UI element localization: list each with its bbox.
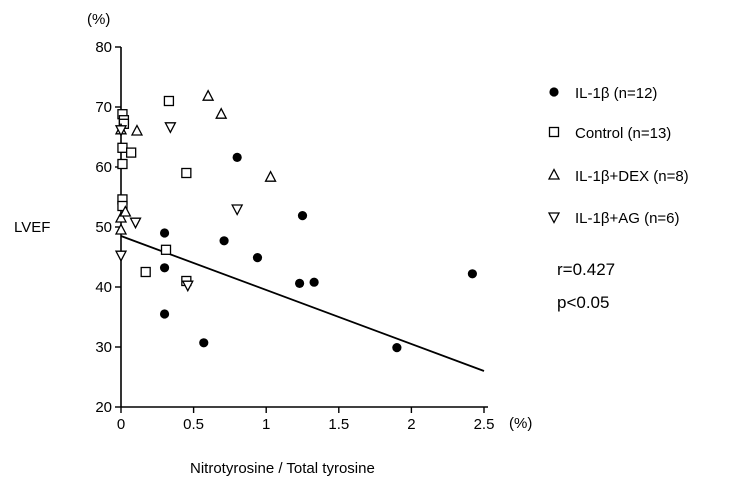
legend-label-il1b-ag: IL-1β+AG (n=6) bbox=[575, 210, 680, 227]
legend-marker-il1b-ag bbox=[547, 212, 561, 224]
control-point bbox=[117, 200, 128, 212]
il1b-point bbox=[294, 278, 305, 288]
x-axis-unit: (%) bbox=[509, 415, 532, 432]
x-tick-label: 1.5 bbox=[328, 416, 349, 433]
y-tick-label: 80 bbox=[95, 39, 112, 56]
legend-label-il1b: IL-1β (n=12) bbox=[575, 85, 657, 102]
il1b-ag-point bbox=[181, 280, 194, 293]
x-tick-label: 0 bbox=[117, 416, 125, 433]
il1b-ag-point bbox=[114, 250, 128, 263]
y-tick-label: 20 bbox=[95, 399, 112, 416]
data-points bbox=[114, 89, 477, 353]
il1b-point bbox=[467, 269, 477, 279]
il1b-dex-point bbox=[264, 170, 277, 182]
il1b-point bbox=[252, 253, 263, 263]
il1b-point bbox=[199, 338, 209, 348]
control-point bbox=[160, 244, 172, 255]
x-axis-title: Nitrotyrosine / Total tyrosine bbox=[190, 460, 375, 477]
legend-markers bbox=[547, 87, 561, 224]
il1b-point bbox=[232, 152, 242, 162]
y-axis-ticks: 20 30 40 50 60 70 80 bbox=[95, 39, 121, 416]
il1b-ag-point bbox=[164, 122, 177, 134]
control-point bbox=[163, 95, 175, 107]
il1b-point bbox=[309, 277, 319, 287]
il1b-dex-point bbox=[202, 89, 215, 101]
legend-label-control: Control (n=13) bbox=[575, 125, 671, 142]
legend-label-il1b-dex: IL-1β+DEX (n=8) bbox=[575, 168, 689, 185]
il1b-dex-point bbox=[119, 205, 132, 217]
il1b-point bbox=[159, 309, 170, 319]
legend-marker-il1b bbox=[549, 87, 559, 97]
il1b-dex-point bbox=[114, 211, 128, 223]
legend-marker-control bbox=[548, 126, 560, 138]
il1b-ag-point bbox=[231, 204, 244, 216]
control-point bbox=[117, 142, 128, 153]
x-tick-label: 1 bbox=[262, 416, 270, 433]
control-point bbox=[140, 266, 151, 278]
y-tick-label: 30 bbox=[95, 339, 112, 356]
y-tick-label: 70 bbox=[95, 99, 112, 116]
il1b-dex-point bbox=[114, 223, 128, 235]
x-tick-label: 0.5 bbox=[183, 416, 204, 433]
y-tick-label: 50 bbox=[95, 219, 112, 236]
control-point bbox=[117, 158, 128, 170]
control-point bbox=[126, 147, 137, 158]
x-axis-ticks: 0 0.5 1 1.5 2 2.5 bbox=[117, 407, 495, 433]
il1b-dex-point bbox=[215, 107, 228, 119]
control-point bbox=[181, 167, 192, 179]
il1b-point bbox=[159, 263, 170, 273]
il1b-point bbox=[297, 211, 308, 221]
il1b-point bbox=[219, 236, 229, 246]
p-value-label: p<0.05 bbox=[557, 293, 609, 312]
legend: IL-1β (n=12) Control (n=13) IL-1β+DEX (n… bbox=[547, 85, 689, 227]
il1b-ag-point bbox=[129, 217, 142, 230]
correlation-label: r=0.427 bbox=[557, 260, 615, 279]
y-axis-unit: (%) bbox=[87, 11, 110, 28]
il1b-point bbox=[392, 343, 402, 353]
legend-marker-il1b-dex bbox=[547, 168, 561, 180]
il1b-ag-point bbox=[114, 125, 128, 137]
regression-line bbox=[120, 235, 485, 372]
y-tick-label: 40 bbox=[95, 279, 112, 296]
y-axis-title: LVEF bbox=[14, 219, 50, 236]
y-tick-label: 60 bbox=[95, 159, 112, 176]
il1b-dex-point bbox=[130, 124, 144, 136]
il1b-point bbox=[159, 228, 170, 238]
x-tick-label: 2.5 bbox=[474, 416, 495, 433]
x-tick-label: 2 bbox=[407, 416, 415, 433]
